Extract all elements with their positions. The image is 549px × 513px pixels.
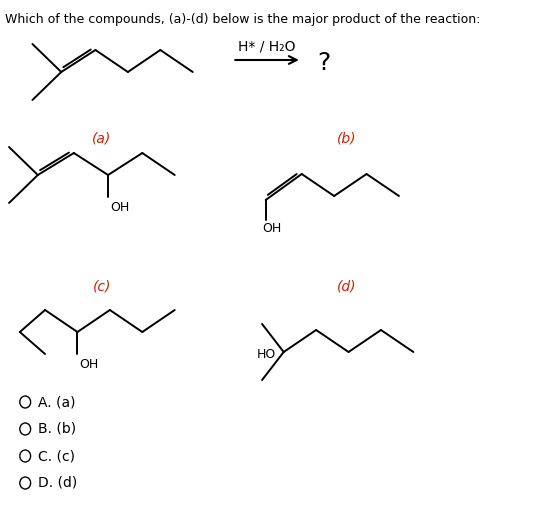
Text: C. (c): C. (c)	[38, 449, 75, 463]
Text: (c): (c)	[93, 280, 111, 294]
Text: OH: OH	[262, 222, 281, 235]
Text: (b): (b)	[337, 132, 356, 146]
Text: (d): (d)	[337, 280, 356, 294]
Text: OH: OH	[110, 201, 129, 214]
Text: D. (d): D. (d)	[38, 476, 77, 490]
Text: HO: HO	[257, 347, 277, 361]
Text: H* / H₂O: H* / H₂O	[238, 39, 296, 53]
Text: Which of the compounds, (a)-(d) below is the major product of the reaction:: Which of the compounds, (a)-(d) below is…	[5, 13, 481, 26]
Text: A. (a): A. (a)	[38, 395, 75, 409]
Text: B. (b): B. (b)	[38, 422, 76, 436]
Text: ?: ?	[317, 51, 330, 75]
Text: (a): (a)	[92, 132, 111, 146]
Text: OH: OH	[79, 358, 98, 371]
